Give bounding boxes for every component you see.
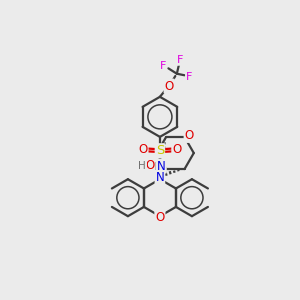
Text: N: N	[157, 160, 166, 172]
Text: O: O	[145, 160, 154, 172]
Text: F: F	[186, 72, 192, 82]
Text: H: H	[149, 162, 157, 172]
Text: O: O	[138, 143, 148, 157]
Text: O: O	[155, 211, 164, 224]
Text: F: F	[177, 55, 183, 65]
Polygon shape	[152, 164, 166, 170]
Text: N: N	[155, 171, 164, 184]
Text: O: O	[164, 80, 174, 92]
Text: S: S	[156, 144, 164, 157]
Text: O: O	[172, 143, 182, 157]
Text: H: H	[138, 161, 146, 171]
Text: O: O	[184, 129, 194, 142]
Text: F: F	[160, 61, 166, 71]
